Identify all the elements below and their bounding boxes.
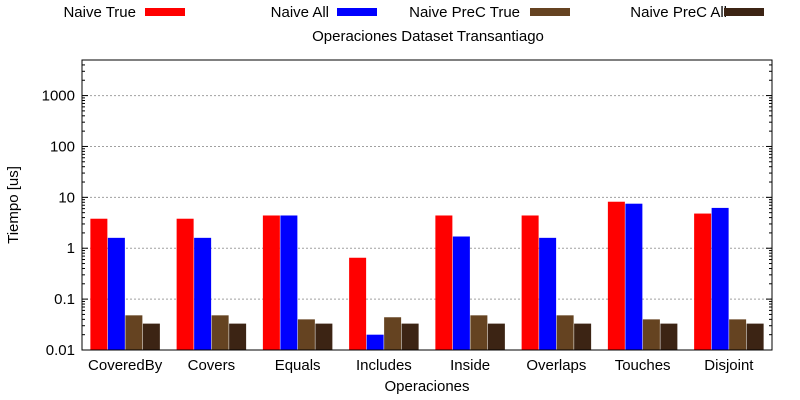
bar-naive-true-overlaps [521,215,539,350]
bar-naive-prec-all-includes [401,323,419,350]
bar-naive-prec-true-overlaps [556,315,574,350]
bar-naive-prec-true-equals [297,319,315,350]
bar-naive-all-equals [280,215,298,350]
y-tick-label: 1 [67,240,75,257]
bar-naive-true-equals [262,215,280,350]
bar-naive-prec-true-touches [642,319,660,350]
legend-swatch [724,8,764,16]
gridlines [82,95,772,300]
bar-naive-all-coveredby [107,237,125,350]
bar-naive-prec-true-inside [470,315,488,350]
legend-label: Naive PreC All [630,4,727,21]
bar-naive-true-covers [176,218,194,350]
legend-label: Naive PreC True [409,4,520,21]
x-tick-label: CoveredBy [88,357,163,374]
y-tick-label: 10 [58,189,75,206]
y-axis: 0.01 0.1 1 10 100 1000 [42,64,772,359]
legend-swatch [530,8,570,16]
bar-naive-prec-all-inside [487,323,505,350]
bar-naive-prec-all-disjoint [746,323,764,350]
bar-naive-prec-true-coveredby [125,315,143,350]
chart-title: Operaciones Dataset Transantiago [312,28,544,45]
bar-naive-true-includes [349,257,367,350]
bar-naive-prec-true-includes [384,317,402,350]
x-tick-label: Equals [275,357,321,374]
legend-swatch [145,8,185,16]
bar-naive-all-disjoint [711,207,729,350]
x-tick-label: Disjoint [704,357,754,374]
legend-item-naive-prec-all: Naive PreC All [630,4,764,21]
x-tick-label: Inside [450,357,490,374]
bar-naive-prec-true-covers [211,315,229,350]
legend-swatch [337,8,377,16]
bar-naive-all-touches [625,203,643,350]
x-tick-label: Touches [615,357,671,374]
bar-naive-prec-true-disjoint [729,319,747,350]
y-tick-label: 0.01 [46,342,75,359]
y-tick-label: 0.1 [54,291,75,308]
bar-naive-all-inside [452,236,470,350]
bar-naive-prec-all-covers [229,323,247,350]
bar-naive-all-overlaps [539,237,557,350]
x-tick-label: Includes [356,357,412,374]
legend-item-naive-prec-true: Naive PreC True [409,4,570,21]
bar-naive-all-covers [194,237,212,350]
bar-naive-all-includes [366,334,384,350]
bar-naive-prec-all-coveredby [142,323,160,350]
bar-naive-true-inside [435,215,453,350]
x-tick-label: Overlaps [526,357,586,374]
bar-naive-prec-all-touches [660,323,678,350]
bar-naive-prec-all-equals [315,323,333,350]
bar-naive-true-disjoint [694,213,712,350]
bar-naive-true-coveredby [90,218,108,350]
x-axis: CoveredBy Covers Equals Includes Inside Overl… [88,357,754,374]
y-axis-label: Tiempo [us] [5,166,22,244]
legend-label: Naive True [63,4,136,21]
legend-item-naive-true: Naive True [63,4,185,21]
bars [90,201,764,350]
legend-label: Naive All [271,4,329,21]
y-tick-label: 1000 [42,88,75,105]
bar-naive-true-touches [607,201,625,350]
bar-naive-prec-all-overlaps [574,323,592,350]
y-tick-label: 100 [50,138,75,155]
legend-item-naive-all: Naive All [271,4,377,21]
legend: Naive True Naive All Naive PreC True Naive … [63,4,764,21]
x-tick-label: Covers [188,357,236,374]
x-axis-label: Operaciones [384,378,469,395]
